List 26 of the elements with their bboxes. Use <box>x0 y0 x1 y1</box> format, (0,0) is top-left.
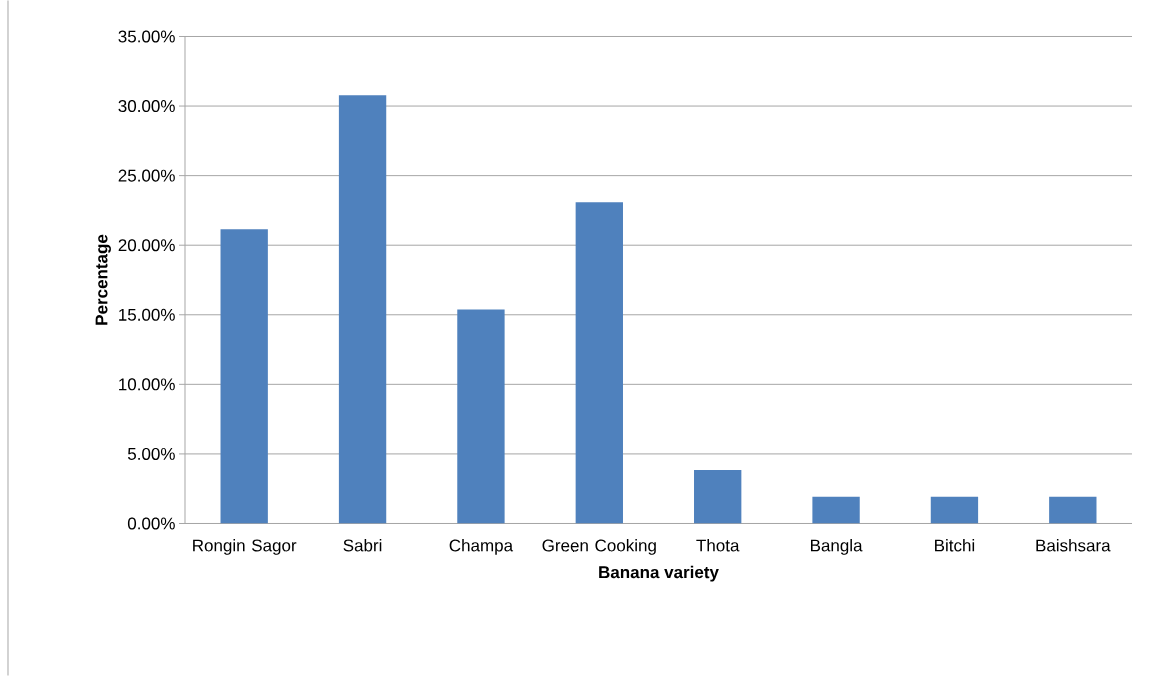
y-tick-label: 10.00% <box>119 378 175 391</box>
x-tick-label: Bitchi <box>935 539 975 552</box>
y-axis-title: Percentage <box>95 234 111 325</box>
bar <box>1049 496 1097 524</box>
bar <box>812 496 860 524</box>
x-tick-label: Champa <box>449 539 514 555</box>
y-tick-label: 15.00% <box>119 308 175 321</box>
y-tick-label: 35.00% <box>118 30 175 43</box>
y-tick-label: 25.00% <box>118 169 175 182</box>
x-tick-label: Baishsara <box>1036 539 1111 552</box>
bar <box>220 229 268 524</box>
y-tick-label: 5.00% <box>127 447 175 460</box>
bar <box>338 95 387 524</box>
x-tick-label: Green Cooking <box>542 539 656 555</box>
bar <box>575 202 623 524</box>
bar <box>930 496 979 524</box>
x-tick-label: Thota <box>696 539 740 552</box>
y-tick-label: 0.00% <box>127 517 175 530</box>
bar <box>694 469 742 524</box>
y-tick-label: 20.00% <box>118 239 175 252</box>
x-tick-label: Rongin Sagor <box>193 539 297 555</box>
bar <box>457 309 505 524</box>
x-axis-title: Banana variety <box>599 565 719 582</box>
y-tick-label: 30.00% <box>118 100 175 113</box>
x-tick-label: Bangla <box>810 539 863 555</box>
x-tick-label: Sabri <box>343 539 382 552</box>
